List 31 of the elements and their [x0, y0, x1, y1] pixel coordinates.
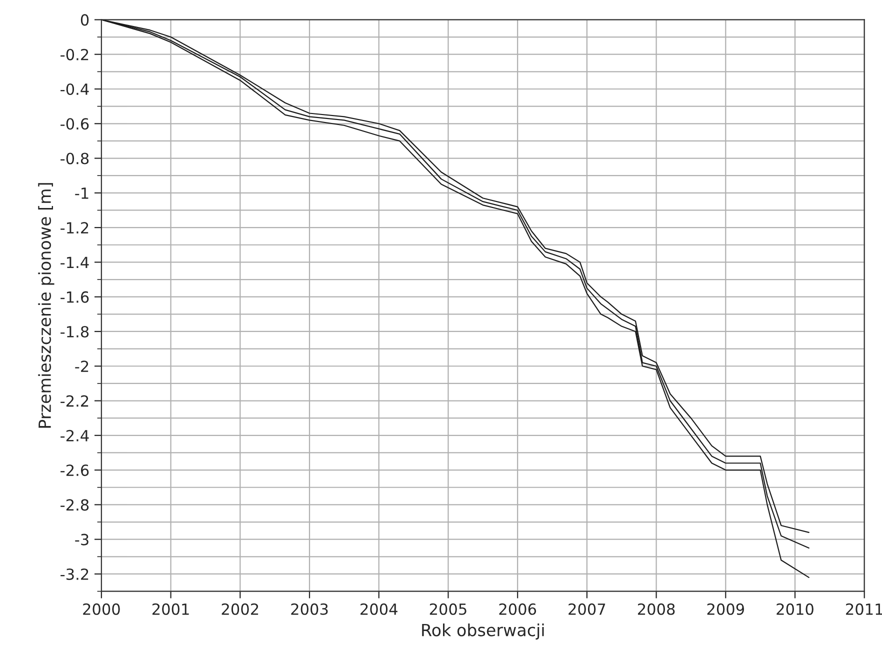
x-tick-label: 2011 [846, 603, 882, 615]
x-tick-label: 2001 [152, 603, 189, 615]
x-axis-title: Rok obserwacji [422, 623, 544, 640]
x-tick-label: 2004 [360, 603, 398, 615]
y-tick-label: -1.6 [60, 291, 89, 303]
y-tick-label: -1.2 [60, 222, 88, 234]
x-tick-label: 2007 [568, 603, 606, 615]
y-tick-label: -1.4 [60, 256, 89, 268]
y-tick-label: -0.4 [60, 83, 89, 96]
y-tick-label: -1 [75, 188, 88, 199]
y-tick-label: -0.8 [60, 152, 89, 164]
y-tick-label: -3 [75, 534, 88, 546]
y-tick-label: -2.8 [60, 499, 89, 511]
x-tick-label: 2010 [776, 603, 814, 615]
y-tick-label: -2.4 [60, 430, 89, 442]
x-tick-label: 2003 [291, 603, 328, 615]
y-tick-label: -0.6 [60, 118, 89, 130]
x-tick-label: 2006 [499, 603, 536, 615]
y-tick-label: -2 [75, 360, 88, 372]
x-tick-label: 2008 [638, 603, 675, 615]
y-tick-label: -2.2 [60, 395, 88, 407]
x-tick-label: 2000 [83, 603, 120, 615]
y-tick-label: -0.2 [60, 48, 88, 60]
y-tick-label: -3.2 [60, 568, 88, 580]
x-tick-label: 2009 [707, 603, 744, 615]
y-tick-label: -2.6 [60, 464, 89, 476]
y-tick-label: -1.8 [60, 326, 89, 338]
x-tick-label: 2002 [222, 603, 258, 615]
x-tick-label: 2005 [430, 603, 466, 615]
y-axis-title: Przemieszczenie pionowe [m] [38, 183, 54, 428]
y-tick-label: 0 [80, 14, 89, 26]
